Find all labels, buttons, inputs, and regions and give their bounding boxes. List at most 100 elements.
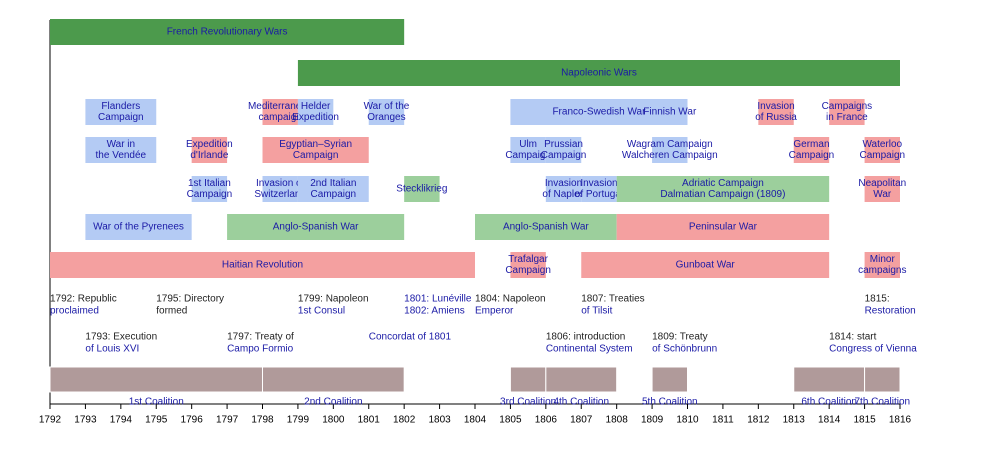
bar-label: Finnish War bbox=[643, 107, 697, 118]
x-tick-label: 1793 bbox=[74, 415, 97, 426]
x-tick-label: 1797 bbox=[216, 415, 239, 426]
coalition-label: 5th Coalition bbox=[642, 397, 698, 408]
coalition-bar bbox=[509, 366, 547, 393]
event-label: 1804: Napoleon bbox=[475, 294, 546, 305]
bar-label: Invasion bbox=[545, 178, 582, 189]
bar-label: Dalmatian Campaign (1809) bbox=[660, 189, 785, 200]
bar-label: of Naples bbox=[542, 189, 584, 200]
bar-label: campaigns bbox=[858, 265, 906, 276]
bar-label: Ulm bbox=[519, 139, 537, 150]
bar-label: German bbox=[793, 139, 829, 150]
bar-label: Campaign bbox=[293, 150, 339, 161]
x-tick-label: 1811 bbox=[712, 415, 734, 426]
bar-label: Gunboat War bbox=[676, 260, 736, 271]
event-label: Congress of Vienna bbox=[829, 344, 917, 355]
bar bbox=[85, 214, 192, 240]
bar bbox=[262, 99, 298, 125]
event-label: of Tilsit bbox=[581, 306, 612, 317]
coalition-bar bbox=[651, 366, 688, 393]
event-label: 1807: Treaties bbox=[581, 294, 644, 305]
bar bbox=[297, 99, 334, 125]
bar-label: Haitian Revolution bbox=[222, 260, 303, 271]
bar-label: Adriatic Campaign bbox=[682, 178, 764, 189]
bar-label: 2nd Italian bbox=[310, 178, 356, 189]
x-tick-label: 1806 bbox=[535, 415, 558, 426]
bar-label: Napoleonic Wars bbox=[561, 68, 637, 79]
bar-label: War of the bbox=[364, 101, 410, 112]
bar-label: Franco-Swedish War bbox=[552, 107, 646, 118]
bar-label: Campaign bbox=[98, 112, 144, 123]
event-label: 1801: Lunéville bbox=[404, 294, 472, 305]
coalition-label: 4th Coalition bbox=[553, 397, 609, 408]
bar bbox=[227, 214, 405, 240]
bar-label: Oranges bbox=[367, 112, 405, 123]
event-label: Restoration bbox=[865, 306, 916, 317]
bar bbox=[581, 252, 830, 278]
x-tick-label: 1798 bbox=[251, 415, 274, 426]
event-label: of Schönbrunn bbox=[652, 344, 717, 355]
bar bbox=[297, 176, 369, 202]
bar-label: War of the Pyrenees bbox=[93, 222, 184, 233]
bar-label: War bbox=[873, 189, 892, 200]
event-label: 1809: Treaty bbox=[652, 332, 708, 343]
event-label: Campo Formio bbox=[227, 344, 294, 355]
bar-label: Minor bbox=[870, 254, 896, 265]
coalition-bar bbox=[262, 366, 405, 393]
bar-label: Campaigns bbox=[822, 101, 873, 112]
bar bbox=[404, 176, 440, 202]
bar-label: Expedition bbox=[292, 112, 339, 123]
bar bbox=[616, 214, 830, 240]
bar bbox=[368, 99, 405, 125]
bar-label: Campaign bbox=[187, 189, 233, 200]
x-tick-label: 1803 bbox=[428, 415, 451, 426]
coalition-bar bbox=[864, 366, 901, 393]
bar bbox=[793, 137, 830, 163]
bar-label: Campaign bbox=[505, 265, 551, 276]
bar-label: of Portugal bbox=[575, 189, 623, 200]
event-label: Concordat of 1801 bbox=[369, 332, 452, 343]
x-tick-label: 1804 bbox=[464, 415, 487, 426]
bar-label: Flanders bbox=[101, 101, 140, 112]
x-tick-label: 1810 bbox=[676, 415, 699, 426]
bar bbox=[581, 176, 617, 202]
bar bbox=[616, 176, 830, 202]
bar-label: Prussian bbox=[544, 139, 583, 150]
x-tick-label: 1812 bbox=[747, 415, 770, 426]
bar bbox=[85, 137, 157, 163]
event-label: 1795: Directory bbox=[156, 294, 224, 305]
bar bbox=[262, 176, 298, 202]
x-tick-label: 1814 bbox=[818, 415, 841, 426]
bar-label: 1st Italian bbox=[188, 178, 231, 189]
bar-label: d'Irlande bbox=[190, 150, 228, 161]
bar-label: Invasion bbox=[757, 101, 794, 112]
bar-label: Neapolitan bbox=[858, 178, 906, 189]
event-label: 1802: Amiens bbox=[404, 306, 465, 317]
bar-label: campaign bbox=[259, 112, 302, 123]
event-label: 1797: Treaty of bbox=[227, 332, 294, 343]
coalition-label: 6th Coalition bbox=[801, 397, 857, 408]
x-tick-label: 1800 bbox=[322, 415, 345, 426]
bar bbox=[758, 99, 794, 125]
event-label: 1815: bbox=[865, 294, 890, 305]
bar-label: Invasion of bbox=[256, 178, 305, 189]
x-tick-label: 1796 bbox=[181, 415, 204, 426]
bar bbox=[510, 252, 546, 278]
event-label: 1st Consul bbox=[298, 306, 345, 317]
bar bbox=[864, 252, 900, 278]
event-label: 1793: Execution bbox=[85, 332, 157, 343]
x-tick-label: 1794 bbox=[110, 415, 133, 426]
bar-label: Mediterranean bbox=[248, 101, 312, 112]
coalition-bar bbox=[545, 366, 618, 393]
bar bbox=[510, 137, 546, 163]
bar-label: Stecklikrieg bbox=[396, 184, 447, 195]
bar-label: Peninsular War bbox=[689, 222, 758, 233]
x-tick-label: 1792 bbox=[39, 415, 62, 426]
bar-label: Helder bbox=[301, 101, 331, 112]
bar-label: Campaign bbox=[859, 150, 905, 161]
bar-label: Walcheren Campaign bbox=[622, 150, 718, 161]
bar-label: the Vendée bbox=[96, 150, 147, 161]
x-tick-label: 1808 bbox=[606, 415, 629, 426]
coalition-bar bbox=[49, 366, 263, 393]
x-tick-label: 1813 bbox=[783, 415, 806, 426]
